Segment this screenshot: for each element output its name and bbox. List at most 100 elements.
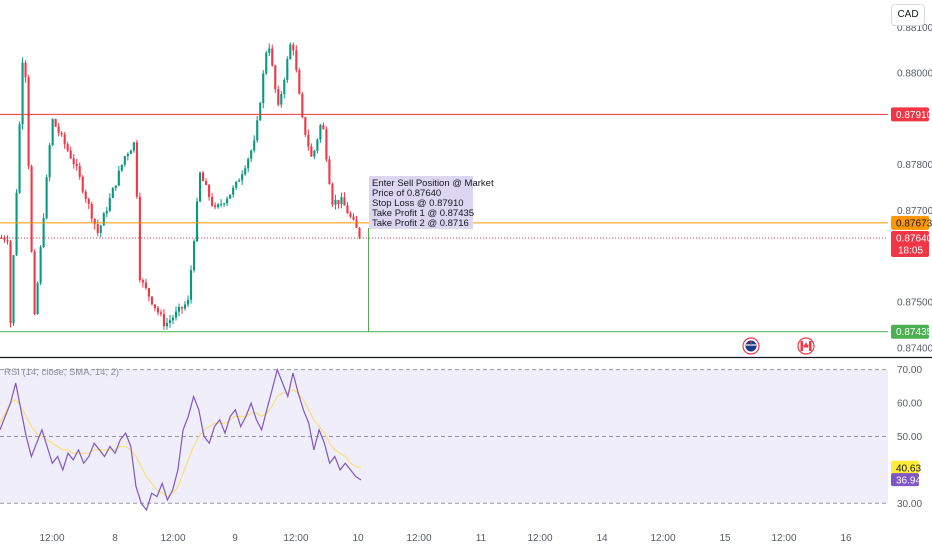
candle-body xyxy=(235,181,238,188)
candle-body xyxy=(72,158,75,165)
trade-note-line-1: Enter Sell Position @ Market xyxy=(372,178,494,189)
candle-body xyxy=(195,201,199,242)
candle-body xyxy=(307,134,310,147)
candle-body xyxy=(259,102,262,121)
rsi-tick-label: 30.00 xyxy=(897,499,922,510)
time-tick-label: 14 xyxy=(596,533,608,544)
candle-body xyxy=(186,299,190,305)
time-tick-label: 12:00 xyxy=(283,533,308,544)
time-tick-label: 16 xyxy=(840,533,852,544)
trade-note-line-2: Price of 0.87640 xyxy=(372,188,441,199)
candle-body xyxy=(295,50,298,71)
candle-body xyxy=(220,204,223,206)
candle-body xyxy=(211,196,214,206)
time-tick-label: 12:00 xyxy=(160,533,185,544)
candle-body xyxy=(271,48,274,66)
time-axis[interactable]: 12:00 8 12:00 9 12:00 10 12:00 11 12:00 14 12:00 15… xyxy=(39,533,852,544)
rsi-value-tag xyxy=(891,473,919,487)
candle-body xyxy=(355,219,358,228)
economic-events[interactable] xyxy=(742,337,815,355)
canada-flag-event-icon[interactable] xyxy=(797,337,815,355)
candle-body xyxy=(150,296,153,305)
candle-body xyxy=(99,225,102,234)
candle-body xyxy=(343,197,346,206)
candle-body xyxy=(147,288,150,297)
time-tick-label: 12:00 xyxy=(771,533,796,544)
candle-body xyxy=(45,177,48,219)
candle-body xyxy=(60,132,63,135)
candle-body xyxy=(241,174,244,181)
price-tick-label: 0.87700 xyxy=(897,206,932,217)
candle-body xyxy=(27,77,30,167)
trade-note-box xyxy=(369,176,473,229)
candle-body xyxy=(126,153,129,157)
candle-body xyxy=(274,65,277,90)
candle-body xyxy=(298,70,301,94)
candle-body xyxy=(153,304,156,309)
candle-body xyxy=(238,180,241,182)
candle-body xyxy=(177,306,181,312)
stop-loss-price-tag xyxy=(891,107,929,122)
candle-body xyxy=(24,62,27,78)
candle-body xyxy=(292,44,295,51)
candle-body xyxy=(301,93,304,118)
stop-loss-price-label: 0.87910 xyxy=(896,110,932,121)
candle-body xyxy=(0,237,3,239)
candle-body xyxy=(199,172,202,202)
rsi-axis[interactable]: 70.00 60.00 50.00 30.00 40.63 36.94 xyxy=(891,365,922,510)
candle-body xyxy=(316,139,319,151)
candle-body xyxy=(102,213,105,226)
candle-body xyxy=(66,144,69,151)
candle-body xyxy=(253,140,256,151)
candle-body xyxy=(192,241,196,271)
candle-body xyxy=(120,164,123,171)
candle-body xyxy=(3,238,6,241)
entry-price-label: 0.87673 xyxy=(896,218,932,229)
rsi-value: 36.94 xyxy=(896,476,921,487)
candle-body xyxy=(214,205,217,208)
australia-flag-event-icon[interactable] xyxy=(742,337,760,355)
candle-body xyxy=(165,322,169,327)
price-axis[interactable]: 0.88100 0.88000 0.87800 0.87700 0.87500 0.874… xyxy=(897,23,932,354)
candle-body xyxy=(286,59,289,81)
candle-body xyxy=(223,203,226,205)
candle-body xyxy=(174,311,178,318)
candle-body xyxy=(87,199,90,204)
candle-body xyxy=(105,210,108,214)
candle-body xyxy=(280,94,283,105)
candle-body xyxy=(75,164,78,166)
rsi-pane[interactable]: RSI (14, close, SMA, 14, 2) 70.00 60.00 50… xyxy=(0,365,922,512)
candle-body xyxy=(349,213,352,217)
candle-body xyxy=(205,181,208,185)
currency-button[interactable]: CAD xyxy=(891,4,925,26)
candle-body xyxy=(159,312,162,315)
time-tick-label: 12:00 xyxy=(650,533,675,544)
candle-body xyxy=(69,150,72,159)
candle-body xyxy=(168,320,172,323)
candle-body xyxy=(162,314,166,327)
candle-body xyxy=(283,80,286,95)
candle-body xyxy=(334,199,337,205)
time-tick-label: 8 xyxy=(112,533,118,544)
candle-body xyxy=(129,150,132,154)
candle-body xyxy=(84,191,87,200)
candle-body xyxy=(9,241,12,324)
candle-body xyxy=(289,44,292,60)
candle-body xyxy=(208,184,211,197)
countdown-label: 18:05 xyxy=(898,245,923,256)
candle-body xyxy=(33,251,36,315)
rsi-ma-value-tag xyxy=(891,460,919,474)
time-tick-label: 12:00 xyxy=(527,533,552,544)
trade-note[interactable]: Enter Sell Position @ Market Price of 0.… xyxy=(369,176,494,229)
candle-body xyxy=(346,205,349,214)
candle-body xyxy=(340,197,343,205)
rsi-title[interactable]: RSI (14, close, SMA, 14, 2) xyxy=(4,367,119,378)
candle-body xyxy=(226,198,229,204)
candle-body xyxy=(36,283,39,315)
candle-body xyxy=(123,156,126,165)
candle-body xyxy=(180,306,184,309)
entry-price-tag xyxy=(891,215,929,230)
